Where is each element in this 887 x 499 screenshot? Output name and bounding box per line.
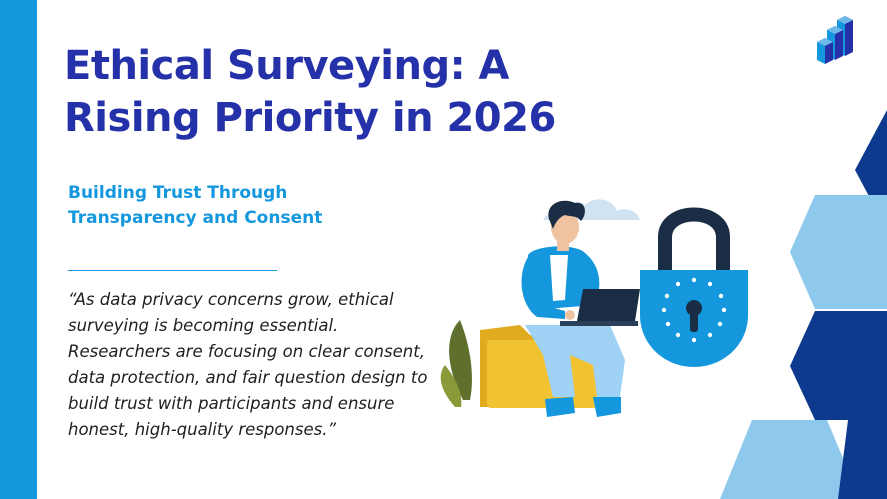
subtitle: Building Trust Through Transparency and …	[68, 183, 323, 228]
page-title: Ethical Surveying: A Rising Priority in …	[64, 43, 556, 141]
divider	[68, 270, 277, 271]
quote-text: “As data privacy concerns grow, ethical …	[68, 290, 428, 439]
left-accent-bar	[0, 0, 37, 499]
person-laptop-padlock-illustration	[430, 199, 748, 417]
bar-chart-cubes-icon	[817, 16, 853, 64]
hexagon-decoration	[720, 110, 887, 499]
